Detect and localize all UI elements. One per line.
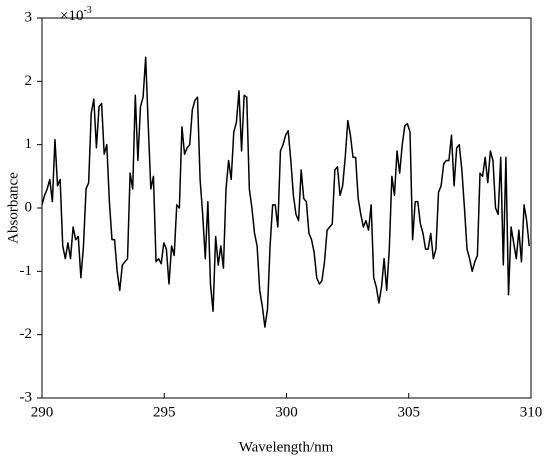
y-tick-label: 3: [25, 9, 33, 25]
x-tick-label: 300: [275, 404, 298, 420]
x-tick-label: 310: [520, 404, 543, 420]
y-tick-label: 1: [25, 136, 33, 152]
x-axis-label: Wavelength/nm: [239, 439, 334, 455]
y-tick-label: -2: [20, 326, 33, 342]
multiplier-base: ×10: [60, 8, 83, 24]
y-axis-label: Absorbance: [5, 172, 21, 244]
y-tick-label: -3: [20, 389, 33, 405]
plot-frame: [41, 17, 532, 399]
y-tick-label: 0: [25, 199, 33, 215]
data-line: [41, 56, 530, 328]
multiplier-exponent: -3: [83, 5, 91, 16]
x-tick-label: 295: [153, 404, 176, 420]
y-multiplier: ×10-3: [60, 5, 92, 24]
x-tick-label: 305: [398, 404, 421, 420]
y-tick-label: 2: [25, 73, 33, 89]
x-tick-label: 290: [31, 404, 54, 420]
y-tick-label: -1: [20, 263, 33, 279]
